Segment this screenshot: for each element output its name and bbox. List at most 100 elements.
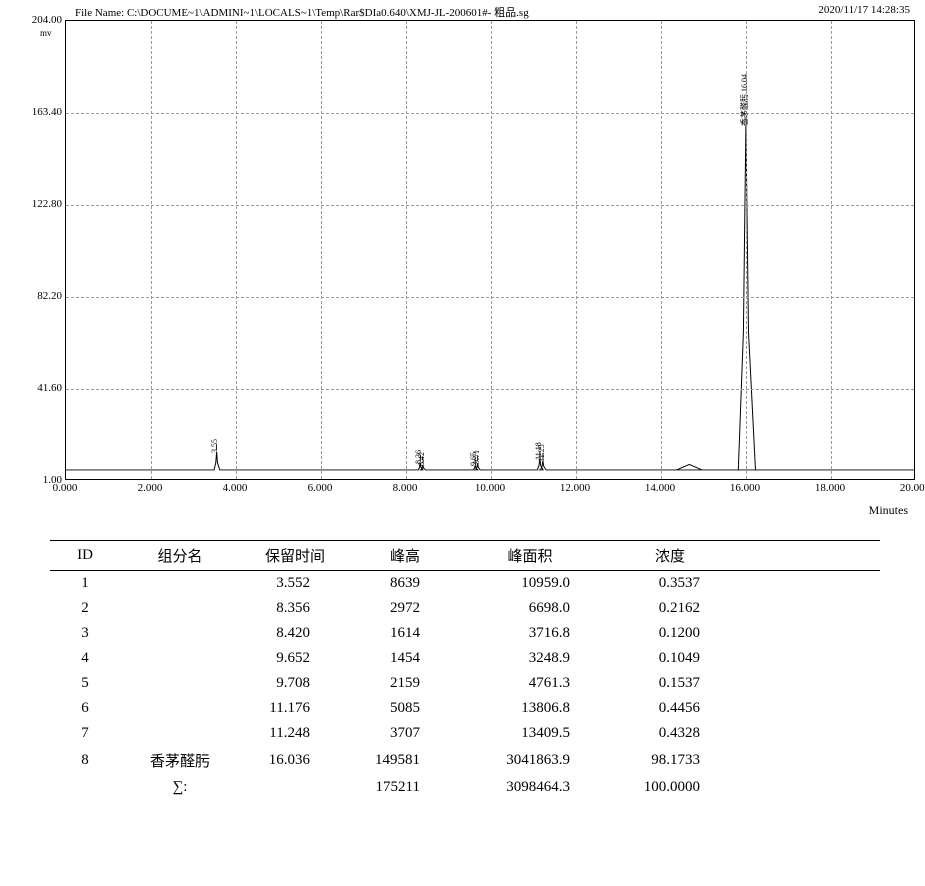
cell-conc: 0.4456 <box>600 696 740 721</box>
cell-area: 3248.9 <box>460 646 600 671</box>
cell-height: 3707 <box>350 721 460 746</box>
y-tick-label: 122.80 <box>32 198 62 210</box>
peak-label: 9.71 <box>472 450 481 464</box>
col-conc: 浓度 <box>600 541 740 571</box>
cell-conc: 0.3537 <box>600 571 740 597</box>
cell-height: 149581 <box>350 746 460 775</box>
chart-header: File Name: C:\DOCUME~1\ADMINI~1\LOCALS~1… <box>75 4 910 20</box>
cell-name <box>120 571 240 597</box>
plot-area: 3.558.368.429.659.7111.1811.25香茅醛肟 16.04 <box>65 20 915 480</box>
cell-conc: 98.1733 <box>600 746 740 775</box>
sum-label: ∑: <box>120 775 240 800</box>
cell-name: 香茅醛肟 <box>120 746 240 775</box>
peak-label: 11.25 <box>537 444 546 462</box>
cell-area: 10959.0 <box>460 571 600 597</box>
cell-area: 13806.8 <box>460 696 600 721</box>
x-tick-label: 0.000 <box>53 482 78 494</box>
cell-name <box>120 671 240 696</box>
gridline-h <box>66 389 914 390</box>
x-tick-label: 14.000 <box>645 482 675 494</box>
cell-id: 8 <box>50 746 120 775</box>
sum-height: 175211 <box>350 775 460 800</box>
peak-table: ID 组分名 保留时间 峰高 峰面积 浓度 13.552863910959.00… <box>50 540 880 800</box>
timestamp: 2020/11/17 14:28:35 <box>818 4 910 20</box>
x-axis-label: Minutes <box>869 503 908 518</box>
table-row: 49.65214543248.90.1049 <box>50 646 880 671</box>
cell-name <box>120 696 240 721</box>
y-tick-label: 41.60 <box>37 382 62 394</box>
x-tick-label: 16.000 <box>730 482 760 494</box>
cell-id: 5 <box>50 671 120 696</box>
cell-name <box>120 721 240 746</box>
cell-conc: 0.1200 <box>600 621 740 646</box>
peak-label: 3.55 <box>210 439 219 453</box>
table-row: 711.248370713409.50.4328 <box>50 721 880 746</box>
gridline-v <box>236 21 237 479</box>
cell-area: 3716.8 <box>460 621 600 646</box>
peak-label: 香茅醛肟 16.04 <box>739 74 750 126</box>
table-header-row: ID 组分名 保留时间 峰高 峰面积 浓度 <box>50 541 880 571</box>
cell-conc: 0.1049 <box>600 646 740 671</box>
x-tick-label: 12.000 <box>560 482 590 494</box>
cell-area: 3041863.9 <box>460 746 600 775</box>
cell-name <box>120 621 240 646</box>
cell-rt: 11.248 <box>240 721 350 746</box>
file-label-text: File Name: <box>75 7 124 19</box>
cell-height: 5085 <box>350 696 460 721</box>
cell-area: 13409.5 <box>460 721 600 746</box>
y-axis-unit: mv <box>40 28 52 38</box>
cell-rt: 8.356 <box>240 596 350 621</box>
cell-rt: 11.176 <box>240 696 350 721</box>
cell-height: 1614 <box>350 621 460 646</box>
col-height: 峰高 <box>350 541 460 571</box>
cell-rt: 3.552 <box>240 571 350 597</box>
gridline-h <box>66 205 914 206</box>
gridline-v <box>151 21 152 479</box>
col-name: 组分名 <box>120 541 240 571</box>
table-row: 3 8.42016143716.80.1200 <box>50 621 880 646</box>
cell-id: 3 <box>50 621 120 646</box>
cell-id: 2 <box>50 596 120 621</box>
gridline-v <box>576 21 577 479</box>
chromatogram-chart: File Name: C:\DOCUME~1\ADMINI~1\LOCALS~1… <box>10 0 920 520</box>
file-path-text: C:\DOCUME~1\ADMINI~1\LOCALS~1\Temp\Rar$D… <box>127 7 529 19</box>
y-tick-label: 163.40 <box>32 106 62 118</box>
table-row: 1 3.552863910959.00.3537 <box>50 571 880 597</box>
x-tick-label: 20.000 <box>900 482 925 494</box>
table-row: 6 11.176508513806.80.4456 <box>50 696 880 721</box>
table-row: 28.35629726698.00.2162 <box>50 596 880 621</box>
cell-conc: 0.2162 <box>600 596 740 621</box>
col-area: 峰面积 <box>460 541 600 571</box>
gridline-v <box>831 21 832 479</box>
cell-id: 1 <box>50 571 120 597</box>
cell-height: 2159 <box>350 671 460 696</box>
cell-height: 8639 <box>350 571 460 597</box>
peak-label: 8.42 <box>417 452 426 466</box>
cell-rt: 9.652 <box>240 646 350 671</box>
table-row: 8香茅醛肟16.0361495813041863.998.1733 <box>50 746 880 775</box>
sum-conc: 100.0000 <box>600 775 740 800</box>
x-tick-label: 10.000 <box>475 482 505 494</box>
cell-height: 2972 <box>350 596 460 621</box>
cell-height: 1454 <box>350 646 460 671</box>
y-tick-label: 82.20 <box>37 290 62 302</box>
cell-id: 6 <box>50 696 120 721</box>
cell-conc: 0.1537 <box>600 671 740 696</box>
col-id: ID <box>50 541 120 571</box>
x-tick-label: 4.000 <box>223 482 248 494</box>
cell-id: 7 <box>50 721 120 746</box>
x-tick-label: 2.000 <box>138 482 163 494</box>
gridline-v <box>491 21 492 479</box>
col-rt: 保留时间 <box>240 541 350 571</box>
table-row: 59.70821594761.30.1537 <box>50 671 880 696</box>
x-tick-label: 18.000 <box>815 482 845 494</box>
cell-name <box>120 596 240 621</box>
chromatogram-trace <box>66 21 914 479</box>
x-tick-label: 6.000 <box>308 482 333 494</box>
cell-rt: 8.420 <box>240 621 350 646</box>
cell-name <box>120 646 240 671</box>
y-tick-label: 204.00 <box>32 14 62 26</box>
gridline-h <box>66 297 914 298</box>
col-spacer <box>740 541 880 571</box>
x-tick-label: 8.000 <box>393 482 418 494</box>
